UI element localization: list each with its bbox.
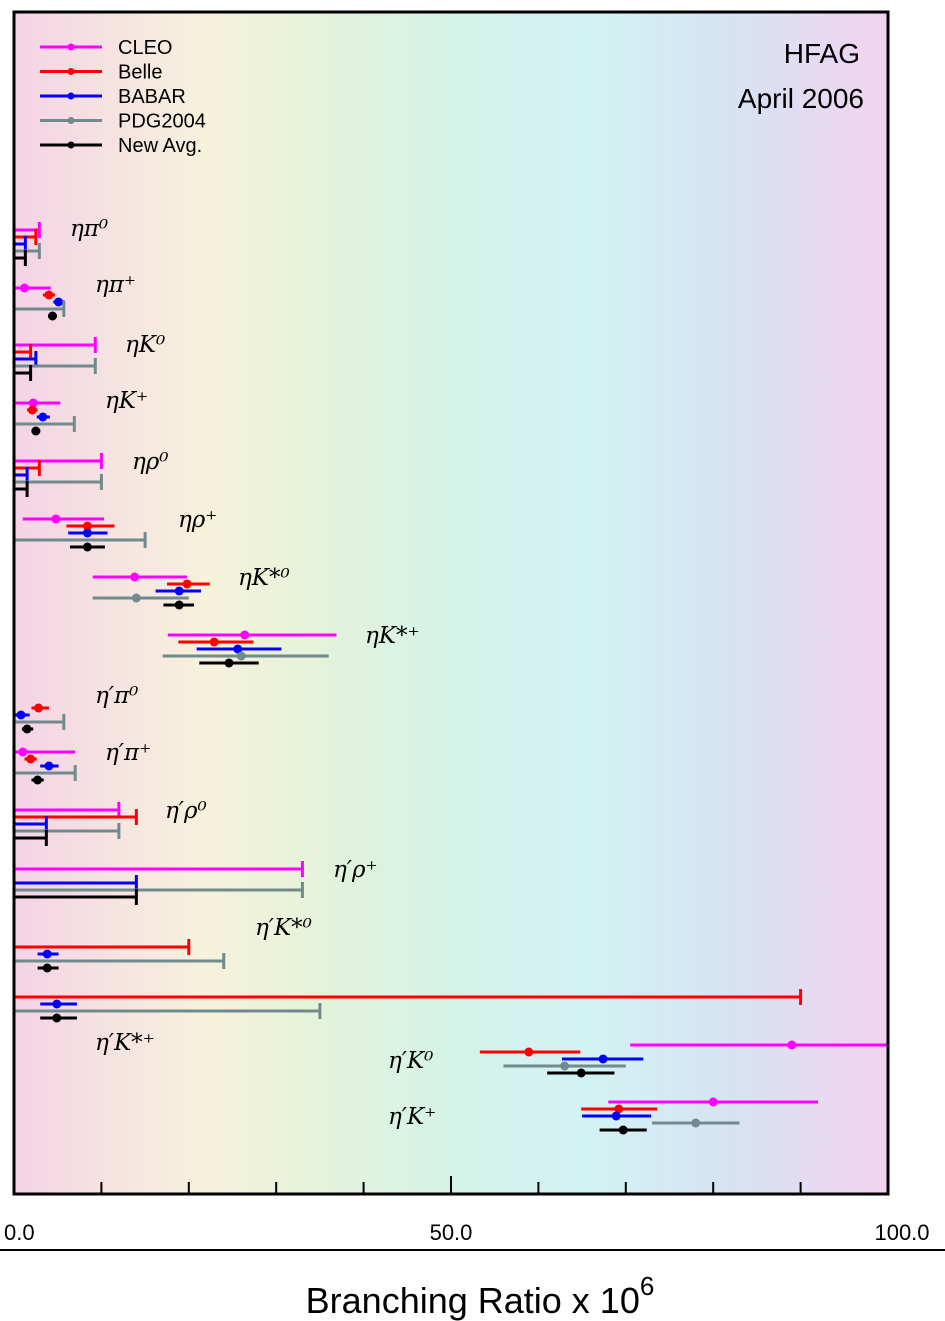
point-pdg2004-6 — [131, 593, 141, 603]
point-babar-3 — [38, 412, 48, 422]
point-cleo-15 — [708, 1097, 718, 1107]
point-belle-5 — [82, 521, 92, 531]
point-new-avg-12 — [42, 963, 52, 973]
point-pdg2004-14 — [560, 1061, 570, 1071]
group-13 — [14, 989, 803, 1023]
group-12 — [14, 939, 226, 973]
plot-background — [14, 12, 888, 1194]
point-cleo-14 — [787, 1040, 797, 1050]
legend-label-babar: BABAR — [118, 86, 186, 108]
group-15 — [581, 1097, 819, 1135]
group-8 — [14, 703, 66, 734]
point-cleo-9 — [18, 747, 28, 757]
point-new-avg-9 — [33, 775, 43, 785]
legend-marker-cleo — [67, 43, 75, 51]
point-babar-13 — [52, 999, 62, 1009]
group-2 — [14, 337, 97, 381]
point-babar-12 — [42, 949, 52, 959]
x-axis-label: Branching Ratio x 106 — [306, 1271, 655, 1321]
group-label-0: ηπ⁰ — [70, 216, 108, 242]
point-pdg2004-15 — [691, 1118, 701, 1128]
plot-frame — [12, 10, 890, 1196]
point-cleo-1 — [19, 283, 29, 293]
group-1 — [14, 283, 66, 321]
group-label-15: η′K⁺ — [388, 1104, 436, 1130]
group-label-13: η′K*⁺ — [95, 1030, 155, 1056]
point-cleo-7 — [240, 630, 250, 640]
group-label-7: ηK*⁺ — [365, 623, 420, 649]
group-label-10: η′ρ⁰ — [165, 798, 207, 824]
group-6 — [92, 572, 210, 610]
point-new-avg-8 — [22, 724, 32, 734]
point-babar-9 — [44, 761, 54, 771]
point-new-avg-3 — [31, 426, 41, 436]
annotation-line-1: HFAG — [784, 38, 860, 69]
point-new-avg-1 — [47, 311, 57, 321]
group-10 — [14, 802, 138, 846]
point-cleo-6 — [130, 572, 140, 582]
group-7 — [162, 630, 337, 668]
point-babar-8 — [16, 710, 26, 720]
annotation-line-2: April 2006 — [738, 83, 864, 114]
point-babar-15 — [611, 1111, 621, 1121]
point-belle-14 — [524, 1047, 534, 1057]
group-14 — [479, 1040, 888, 1078]
group-label-8: η′π⁰ — [95, 683, 138, 709]
group-0 — [14, 222, 41, 266]
group-label-1: ηπ⁺ — [95, 272, 136, 298]
point-new-avg-13 — [52, 1013, 62, 1023]
point-new-avg-7 — [224, 658, 234, 668]
group-label-4: ηρ⁰ — [132, 449, 169, 475]
x-tick-label: 100.0 — [874, 1220, 929, 1245]
group-label-11: η′ρ⁺ — [333, 857, 378, 883]
point-belle-3 — [27, 405, 37, 415]
point-belle-7 — [209, 637, 219, 647]
legend-label-pdg2004: PDG2004 — [118, 111, 206, 133]
group-label-12: η′K*⁰ — [255, 915, 312, 941]
point-belle-1 — [44, 290, 54, 300]
x-tick-label: 50.0 — [430, 1220, 473, 1245]
point-new-avg-15 — [618, 1125, 628, 1135]
point-cleo-3 — [28, 398, 38, 408]
point-new-avg-6 — [174, 600, 184, 610]
point-belle-6 — [182, 579, 192, 589]
legend-marker-belle — [67, 68, 75, 75]
point-belle-15 — [614, 1104, 624, 1114]
legend-marker-new-avg — [67, 141, 75, 149]
group-label-14: η′K⁰ — [388, 1048, 433, 1074]
legend-label-belle: Belle — [118, 62, 162, 84]
point-babar-5 — [82, 528, 92, 538]
point-new-avg-5 — [82, 542, 92, 552]
group-label-9: η′π⁺ — [105, 740, 151, 766]
group-label-3: ηK⁺ — [105, 388, 148, 414]
group-3 — [14, 398, 76, 436]
group-label-2: ηK⁰ — [125, 332, 165, 358]
point-belle-8 — [33, 703, 43, 713]
group-9 — [14, 747, 77, 785]
x-tick-label: 0.0 — [4, 1220, 35, 1245]
group-4 — [14, 453, 103, 497]
point-pdg2004-7 — [236, 651, 246, 661]
group-11 — [14, 861, 304, 905]
group-5 — [14, 514, 147, 552]
point-babar-14 — [598, 1054, 608, 1064]
point-babar-7 — [233, 644, 243, 654]
x-axis-label-exponent: 6 — [640, 1271, 654, 1301]
legend-marker-babar — [67, 92, 75, 100]
group-label-5: ηρ⁺ — [178, 507, 217, 533]
legend-label-new-avg: New Avg. — [118, 135, 202, 157]
point-babar-1 — [54, 297, 64, 307]
legend-label-cleo: CLEO — [118, 37, 172, 59]
point-new-avg-14 — [576, 1068, 586, 1078]
point-cleo-5 — [51, 514, 61, 524]
point-babar-6 — [174, 586, 184, 596]
legend-marker-pdg2004 — [67, 117, 75, 124]
x-axis-label-text: Branching Ratio x 10 — [306, 1280, 640, 1321]
point-belle-9 — [26, 754, 36, 764]
group-label-6: ηK*⁰ — [238, 565, 290, 591]
